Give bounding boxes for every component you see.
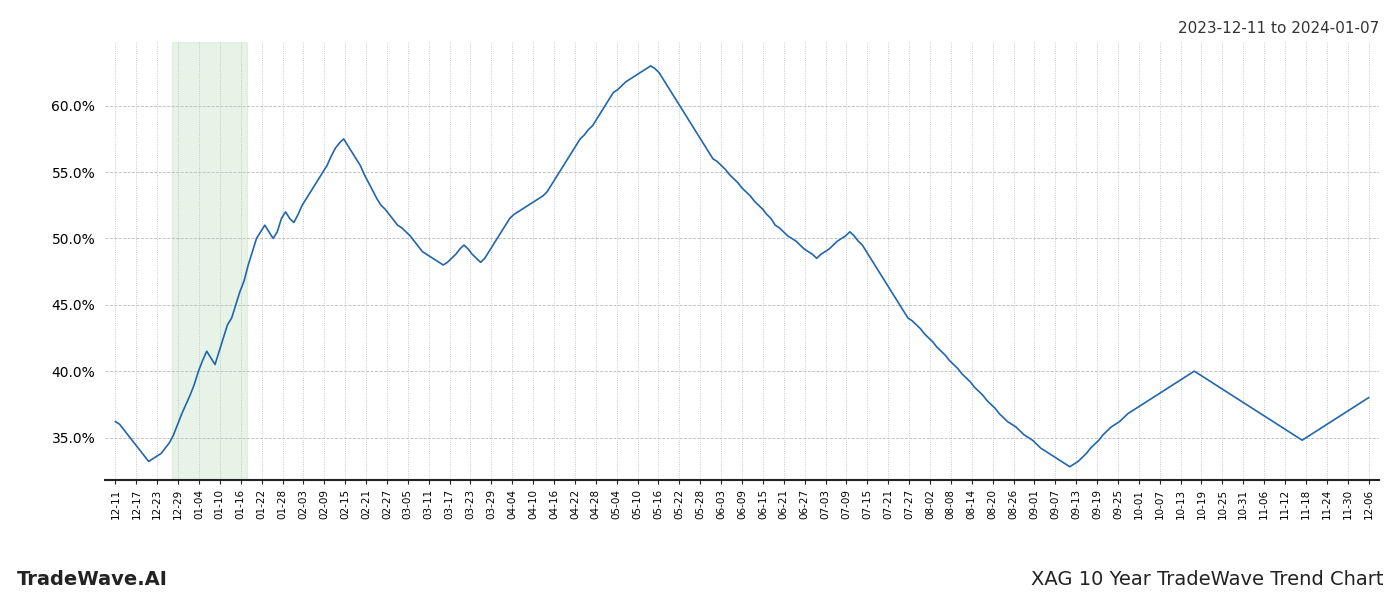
Text: 2023-12-11 to 2024-01-07: 2023-12-11 to 2024-01-07 bbox=[1177, 21, 1379, 36]
Text: XAG 10 Year TradeWave Trend Chart: XAG 10 Year TradeWave Trend Chart bbox=[1030, 570, 1383, 589]
Bar bbox=[172, 42, 246, 480]
Text: TradeWave.AI: TradeWave.AI bbox=[17, 570, 168, 589]
